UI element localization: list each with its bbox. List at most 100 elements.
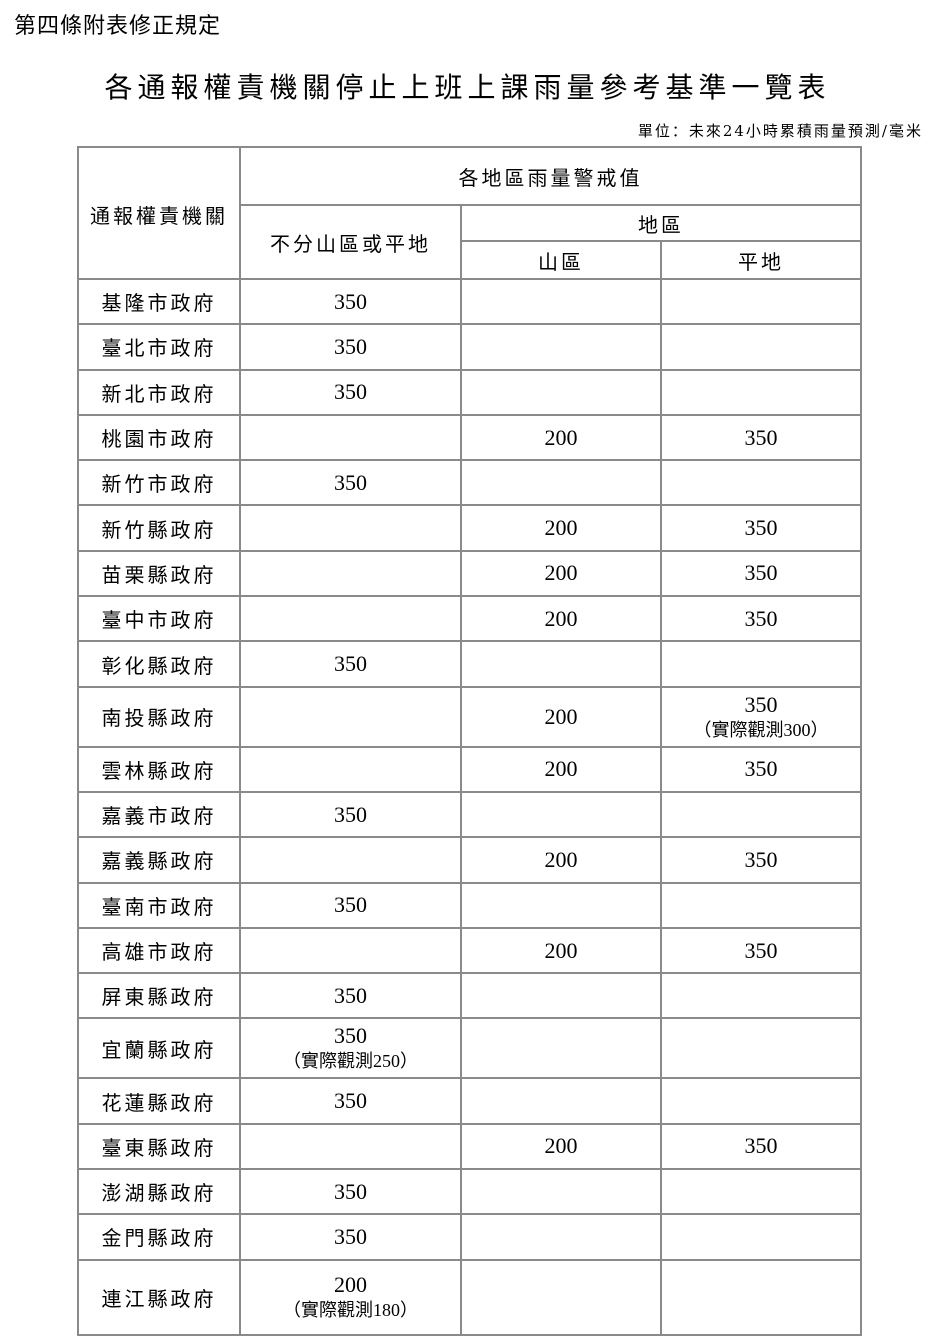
observation-note: （實際觀測300） <box>693 719 829 740</box>
agency-cell: 南投縣政府 <box>77 685 241 748</box>
plain-cell <box>660 1168 862 1216</box>
header-plain: 平地 <box>660 240 862 280</box>
table-row: 宜蘭縣政府 350 （實際觀測250） <box>77 1017 862 1080</box>
agency-cell: 新竹縣政府 <box>77 504 241 552</box>
agency-cell: 桃園市政府 <box>77 413 241 462</box>
header-all: 不分山區或平地 <box>239 204 462 280</box>
plain-cell: 350 <box>660 549 862 598</box>
page-title: 各通報權責機關停止上班上課雨量參考基準一覽表 <box>104 71 831 104</box>
value: 350 <box>334 469 367 495</box>
mountain-cell: 200 <box>460 413 662 462</box>
all-area-cell: 350 <box>239 459 462 507</box>
all-area-cell <box>239 745 462 793</box>
value: 350 <box>334 288 367 314</box>
plain-cell <box>660 972 862 1020</box>
mountain-cell <box>460 277 662 326</box>
value: 350 <box>334 1088 367 1114</box>
mountain-cell: 200 <box>460 745 662 793</box>
plain-cell: 350 <box>660 745 862 793</box>
value: 350 <box>744 756 778 782</box>
value: 350 <box>334 333 367 359</box>
agency-cell: 花蓮縣政府 <box>77 1077 241 1125</box>
mountain-cell: 200 <box>460 1122 662 1171</box>
value: 200 <box>544 560 578 586</box>
agency-cell: 宜蘭縣政府 <box>77 1017 241 1080</box>
all-area-cell: 350 <box>239 790 462 839</box>
agency-cell: 雲林縣政府 <box>77 745 241 793</box>
agency-cell: 嘉義市政府 <box>77 790 241 839</box>
mountain-cell: 200 <box>460 549 662 598</box>
value: 350 <box>744 424 778 450</box>
table-row: 臺中市政府 200 350 <box>77 595 862 643</box>
plain-cell <box>660 459 862 507</box>
plain-cell: 350 <box>660 926 862 975</box>
value: 200 <box>544 515 578 541</box>
mountain-cell <box>460 1258 662 1336</box>
all-area-cell: 350 <box>239 1213 462 1261</box>
mountain-cell: 200 <box>460 685 662 748</box>
all-area-cell: 350 <box>239 323 462 371</box>
table-row: 屏東縣政府 350 <box>77 972 862 1020</box>
value: 200 <box>544 424 578 450</box>
table-row: 新竹縣政府 200 350 <box>77 504 862 552</box>
value: 200 <box>544 937 578 963</box>
all-area-cell <box>239 413 462 462</box>
agency-cell: 基隆市政府 <box>77 277 241 326</box>
mountain-cell <box>460 323 662 371</box>
mountain-cell <box>460 972 662 1020</box>
plain-cell <box>660 277 862 326</box>
agency-cell: 澎湖縣政府 <box>77 1168 241 1216</box>
value: 200 <box>544 1133 578 1159</box>
table-row: 臺東縣政府 200 350 <box>77 1122 862 1171</box>
agency-cell: 高雄市政府 <box>77 926 241 975</box>
agency-cell: 屏東縣政府 <box>77 972 241 1020</box>
mountain-cell <box>460 1017 662 1080</box>
table-row: 嘉義市政府 350 <box>77 790 862 839</box>
mountain-cell: 200 <box>460 926 662 975</box>
plain-cell: 350 <box>660 595 862 643</box>
header-region: 地區 <box>460 204 862 242</box>
mountain-cell <box>460 640 662 688</box>
mountain-cell: 200 <box>460 595 662 643</box>
table-row: 連江縣政府 200 （實際觀測180） <box>77 1258 862 1336</box>
observation-note: （實際觀測180） <box>283 1300 418 1321</box>
plain-cell <box>660 1017 862 1080</box>
value: 200 <box>544 605 578 631</box>
header-agency: 通報權責機關 <box>77 146 241 280</box>
agency-cell: 連江縣政府 <box>77 1258 241 1336</box>
value: 200 <box>544 703 578 729</box>
value: 350 <box>744 560 778 586</box>
value: 350 <box>334 1223 367 1249</box>
table-row: 雲林縣政府 200 350 <box>77 745 862 793</box>
header-mountain: 山區 <box>460 240 662 280</box>
plain-cell: 350 <box>660 413 862 462</box>
agency-cell: 苗栗縣政府 <box>77 549 241 598</box>
agency-cell: 彰化縣政府 <box>77 640 241 688</box>
agency-cell: 新北市政府 <box>77 368 241 416</box>
table-row: 南投縣政府 200 350 （實際觀測300） <box>77 685 862 748</box>
value: 350 <box>334 892 367 918</box>
rainfall-table: 通報權責機關 各地區雨量警戒值 不分山區或平地 地區 山區 平地 基隆市政府 35… <box>77 146 862 1336</box>
table-row: 新北市政府 350 <box>77 368 862 416</box>
document-heading: 第四條附表修正規定 <box>14 14 222 39</box>
all-area-cell: 350 <box>239 368 462 416</box>
mountain-cell <box>460 881 662 929</box>
all-area-cell: 350 （實際觀測250） <box>239 1017 462 1080</box>
plain-cell <box>660 881 862 929</box>
all-area-cell <box>239 836 462 884</box>
agency-cell: 臺南市政府 <box>77 881 241 929</box>
agency-cell: 臺東縣政府 <box>77 1122 241 1171</box>
mountain-cell <box>460 459 662 507</box>
plain-cell <box>660 1213 862 1261</box>
all-area-cell <box>239 685 462 748</box>
mountain-cell <box>460 368 662 416</box>
table-row: 高雄市政府 200 350 <box>77 926 862 975</box>
table-row: 臺南市政府 350 <box>77 881 862 929</box>
value: 350 <box>334 801 367 827</box>
all-area-cell: 350 <box>239 640 462 688</box>
value: 350 <box>744 846 778 872</box>
plain-cell <box>660 323 862 371</box>
table-row: 澎湖縣政府 350 <box>77 1168 862 1216</box>
mountain-cell <box>460 1213 662 1261</box>
agency-cell: 嘉義縣政府 <box>77 836 241 884</box>
